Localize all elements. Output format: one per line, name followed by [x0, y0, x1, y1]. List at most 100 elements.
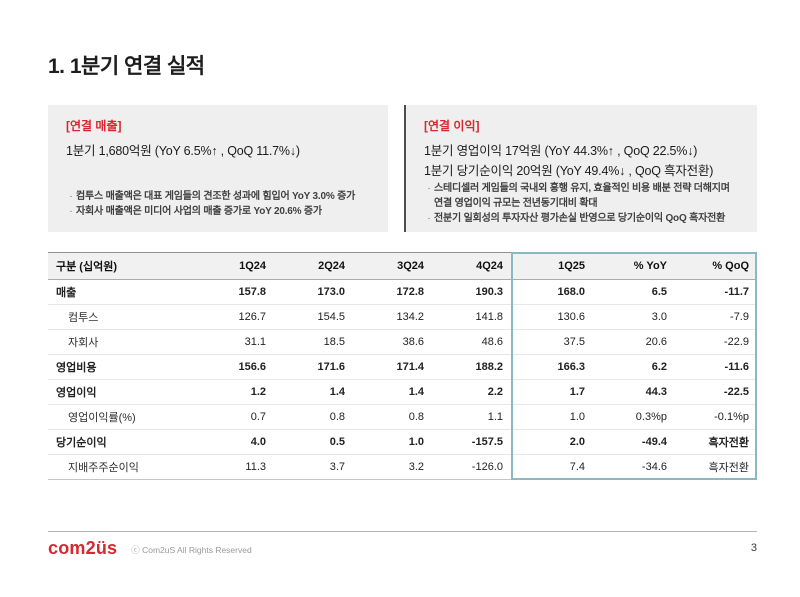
table-header-cell: 구분 (십억원)	[48, 252, 195, 280]
copyright-text: ⓒ Com2uS All Rights Reserved	[131, 544, 252, 555]
table-row-subsidiaries: 자회사 31.1 18.5 38.6 48.6 37.5 20.6 -22.9	[48, 329, 757, 355]
table-cell: -7.9	[675, 304, 757, 330]
table-cell: 38.6	[353, 329, 432, 355]
table-cell: 44.3	[593, 379, 675, 405]
profit-summary-line-1: 1분기 영업이익 17억원 (YoY 44.3%↑ , QoQ 22.5%↓)	[424, 144, 698, 158]
bullet-text: 전분기 일회성의 투자자산 평가손실 반영으로 당기순이익 QoQ 흑자전환	[434, 213, 726, 224]
table-cell: 0.5	[274, 429, 353, 455]
table-header-cell: 1Q24	[195, 252, 274, 280]
table-header-cell: 3Q24	[353, 252, 432, 280]
bullet-item: · 컴투스 매출액은 대표 게임들의 견조한 성과에 힘입어 YoY 3.0% …	[66, 189, 372, 204]
table-row-com2us: 컴투스 126.7 154.5 134.2 141.8 130.6 3.0 -7…	[48, 304, 757, 330]
bullet-item: · 전분기 일회성의 투자자산 평가손실 반영으로 당기순이익 QoQ 흑자전환	[424, 211, 741, 226]
table-cell: -126.0	[432, 454, 511, 480]
table-cell: 2.2	[432, 379, 511, 405]
table-cell: -0.1%p	[675, 404, 757, 430]
profit-summary-box: [연결 이익] 1분기 영업이익 17억원 (YoY 44.3%↑ , QoQ …	[404, 105, 757, 232]
table-cell: -49.4	[593, 429, 675, 455]
table-cell: 0.8	[353, 404, 432, 430]
table-header-row: 구분 (십억원) 1Q24 2Q24 3Q24 4Q24 1Q25 % YoY …	[48, 252, 757, 280]
profit-bullets: · 스테디셀러 게임들의 국내외 흥행 유지, 효율적인 비용 배분 전략 더해…	[424, 181, 741, 226]
bullet-dot: ·	[427, 183, 431, 194]
table-cell: 141.8	[432, 304, 511, 330]
table-cell: 3.0	[593, 304, 675, 330]
table-cell: 11.3	[195, 454, 274, 480]
table-cell: -22.5	[675, 379, 757, 405]
row-label: 자회사	[48, 329, 195, 355]
revenue-bullets: · 컴투스 매출액은 대표 게임들의 견조한 성과에 힘입어 YoY 3.0% …	[66, 189, 372, 219]
table-cell: 7.4	[511, 454, 593, 480]
revenue-box-heading: [연결 매출]	[66, 119, 122, 133]
revenue-summary-box: [연결 매출] 1분기 1,680억원 (YoY 6.5%↑ , QoQ 11.…	[48, 105, 388, 232]
table-row-net-profit: 당기순이익 4.0 0.5 1.0 -157.5 2.0 -49.4 흑자전환	[48, 429, 757, 455]
profit-summary-line-2: 1분기 당기순이익 20억원 (YoY 49.4%↓ , QoQ 흑자전환)	[424, 164, 714, 178]
table-cell: 1.2	[195, 379, 274, 405]
table-cell: 37.5	[511, 329, 593, 355]
table-cell: 흑자전환	[675, 429, 757, 455]
results-table: 구분 (십억원) 1Q24 2Q24 3Q24 4Q24 1Q25 % YoY …	[48, 252, 757, 480]
table-cell: -34.6	[593, 454, 675, 480]
profit-box-heading: [연결 이익]	[424, 119, 480, 133]
table-cell: 18.5	[274, 329, 353, 355]
row-label: 매출	[48, 279, 195, 305]
table-cell: 3.7	[274, 454, 353, 480]
table-cell: 157.8	[195, 279, 274, 305]
table-cell: 1.0	[353, 429, 432, 455]
table-cell: 166.3	[511, 354, 593, 380]
table-cell: 6.5	[593, 279, 675, 305]
table-cell: 20.6	[593, 329, 675, 355]
table-header-cell: 2Q24	[274, 252, 353, 280]
row-label: 영업이익률(%)	[48, 404, 195, 430]
bullet-dot: ·	[69, 191, 73, 202]
table-cell: 0.3%p	[593, 404, 675, 430]
table-cell: 48.6	[432, 329, 511, 355]
table-header-cell: 1Q25	[511, 252, 593, 280]
footer: com2üs ⓒ Com2uS All Rights Reserved 3	[48, 531, 757, 557]
table-cell: 168.0	[511, 279, 593, 305]
bullet-text: 자회사 매출액은 미디어 사업의 매출 증가로 YoY 20.6% 증가	[76, 206, 322, 217]
table-header-cell: 4Q24	[432, 252, 511, 280]
bullet-text: 스테디셀러 게임들의 국내외 흥행 유지, 효율적인 비용 배분 전략 더해지며…	[434, 183, 730, 209]
table-cell: -157.5	[432, 429, 511, 455]
revenue-summary-line: 1분기 1,680억원 (YoY 6.5%↑ , QoQ 11.7%↓)	[66, 144, 300, 158]
table-cell: 171.4	[353, 354, 432, 380]
table-cell: 흑자전환	[675, 454, 757, 480]
table-cell: 154.5	[274, 304, 353, 330]
table-cell: 31.1	[195, 329, 274, 355]
table-row-operating-profit: 영업이익 1.2 1.4 1.4 2.2 1.7 44.3 -22.5	[48, 379, 757, 405]
row-label: 영업이익	[48, 379, 195, 405]
bullet-item: · 스테디셀러 게임들의 국내외 흥행 유지, 효율적인 비용 배분 전략 더해…	[424, 181, 741, 211]
bullet-item: · 자회사 매출액은 미디어 사업의 매출 증가로 YoY 20.6% 증가	[66, 204, 372, 219]
table-cell: 134.2	[353, 304, 432, 330]
table-cell: 1.4	[274, 379, 353, 405]
table-cell: 188.2	[432, 354, 511, 380]
table-cell: 1.4	[353, 379, 432, 405]
results-table-container: 구분 (십억원) 1Q24 2Q24 3Q24 4Q24 1Q25 % YoY …	[48, 252, 757, 480]
summary-boxes: [연결 매출] 1분기 1,680억원 (YoY 6.5%↑ , QoQ 11.…	[48, 105, 757, 232]
table-row-revenue: 매출 157.8 173.0 172.8 190.3 168.0 6.5 -11…	[48, 279, 757, 305]
table-row-controlling-net-profit: 지배주주순이익 11.3 3.7 3.2 -126.0 7.4 -34.6 흑자…	[48, 454, 757, 480]
table-cell: 2.0	[511, 429, 593, 455]
page-number: 3	[750, 542, 757, 554]
row-label: 지배주주순이익	[48, 454, 195, 480]
row-label: 영업비용	[48, 354, 195, 380]
table-cell: 6.2	[593, 354, 675, 380]
table-cell: 190.3	[432, 279, 511, 305]
table-cell: 171.6	[274, 354, 353, 380]
table-cell: -11.7	[675, 279, 757, 305]
table-cell: 1.1	[432, 404, 511, 430]
table-row-operating-margin: 영업이익률(%) 0.7 0.8 0.8 1.1 1.0 0.3%p -0.1%…	[48, 404, 757, 430]
table-cell: 4.0	[195, 429, 274, 455]
table-cell: 130.6	[511, 304, 593, 330]
row-label: 컴투스	[48, 304, 195, 330]
table-header-cell: % YoY	[593, 252, 675, 280]
table-cell: 0.7	[195, 404, 274, 430]
table-cell: 173.0	[274, 279, 353, 305]
table-cell: 172.8	[353, 279, 432, 305]
table-header-cell: % QoQ	[675, 252, 757, 280]
page-title: 1. 1분기 연결 실적	[48, 55, 205, 78]
com2us-logo: com2üs	[48, 538, 118, 558]
table-cell: 126.7	[195, 304, 274, 330]
table-cell: 156.6	[195, 354, 274, 380]
